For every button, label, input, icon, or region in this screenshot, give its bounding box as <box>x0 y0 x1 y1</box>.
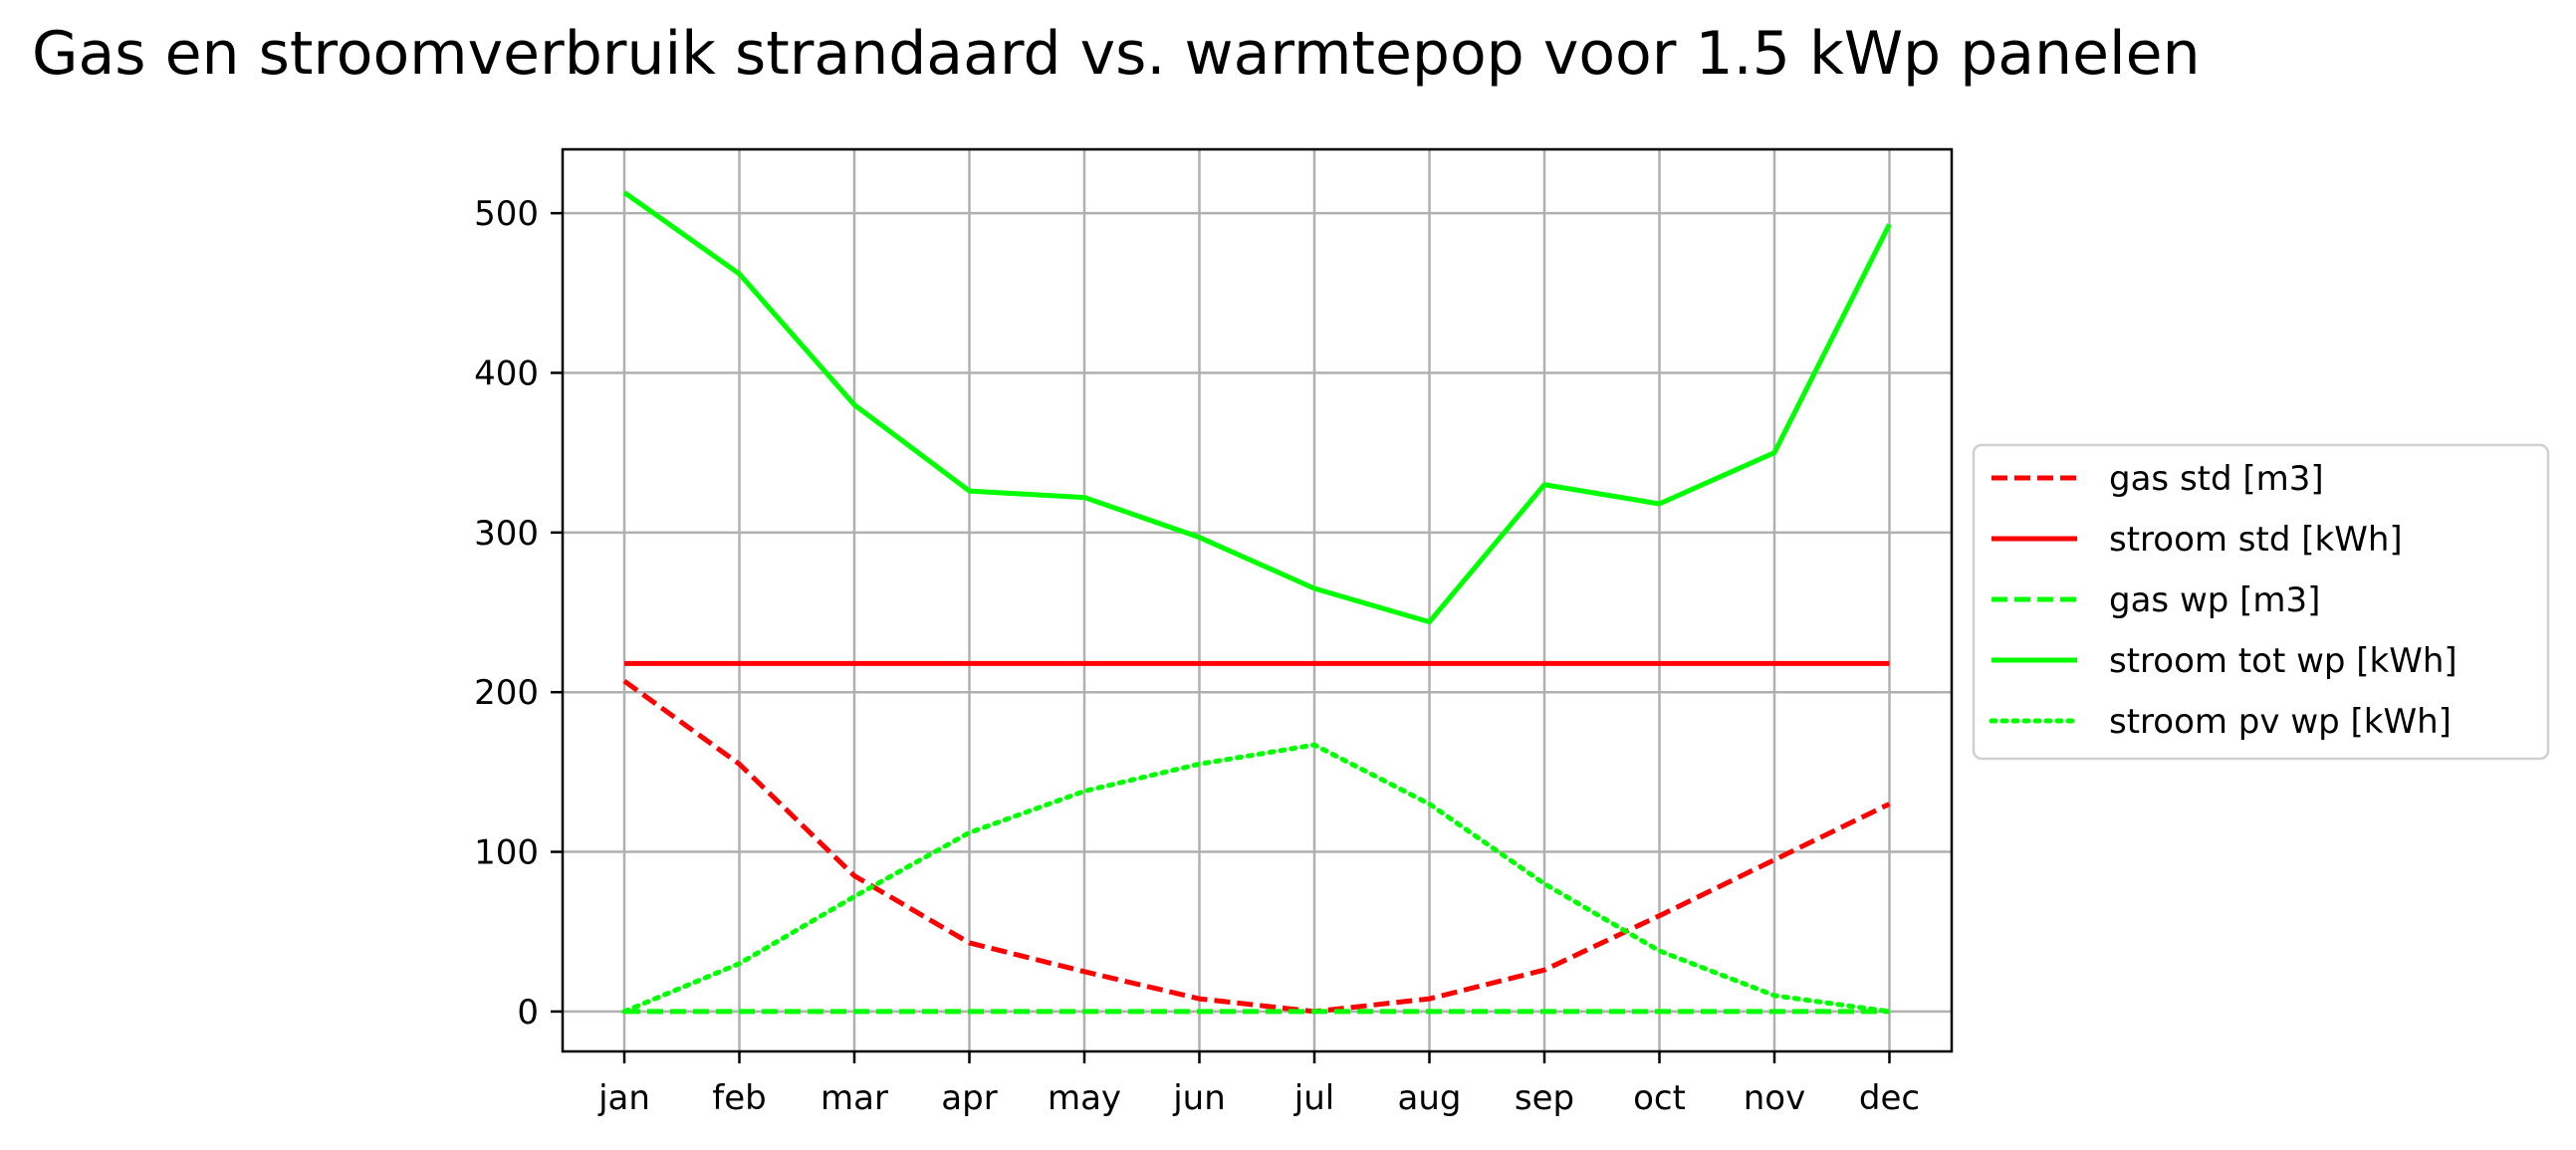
legend-label: stroom pv wp [kWh] <box>2109 702 2452 742</box>
series-line-stroom-tot-wp-kwh <box>622 190 1892 625</box>
x-tick-label: may <box>1048 1078 1121 1118</box>
y-tick-label: 300 <box>474 514 539 554</box>
chart-title: Gas en stroomverbruik strandaard vs. war… <box>32 19 2201 89</box>
y-tick-label: 100 <box>474 833 539 873</box>
series-line-gas-std-m3 <box>622 678 1891 1015</box>
legend-box <box>1972 443 2550 761</box>
x-axis: jan feb mar apr may jun jul aug sep oct nov dec <box>597 1051 1920 1118</box>
y-tick-label: 500 <box>474 194 539 234</box>
x-tick-label: feb <box>712 1078 766 1118</box>
legend-label: stroom tot wp [kWh] <box>2109 641 2458 681</box>
y-tick-label: 400 <box>474 353 539 393</box>
series-line-stroom-pv-wp-kwh <box>621 742 1892 1015</box>
legend: gas std [m3] stroom std [kWh] gas wp [m3] s… <box>1972 443 2550 761</box>
x-tick-label: mar <box>820 1078 888 1118</box>
x-tick-label: apr <box>941 1078 997 1118</box>
x-tick-label: nov <box>1744 1078 1805 1118</box>
series-lines <box>621 190 1892 1015</box>
x-tick-label: jun <box>1172 1078 1226 1118</box>
y-tick-label: 200 <box>474 673 539 713</box>
x-tick-label: aug <box>1398 1078 1462 1118</box>
x-tick-label: sep <box>1515 1078 1574 1118</box>
x-tick-label: dec <box>1859 1078 1920 1118</box>
legend-label: gas wp [m3] <box>2109 580 2320 620</box>
plot-frame <box>561 147 1954 1053</box>
x-tick-label: jul <box>1293 1078 1334 1118</box>
x-tick-label: jan <box>597 1078 650 1118</box>
legend-label: gas std [m3] <box>2109 459 2324 499</box>
grid-lines <box>563 149 1952 1051</box>
y-tick-label: 0 <box>517 993 539 1033</box>
x-tick-label: oct <box>1633 1078 1686 1118</box>
y-axis: 0 100 200 300 400 500 <box>474 194 563 1033</box>
legend-label: stroom std [kWh] <box>2109 520 2403 560</box>
